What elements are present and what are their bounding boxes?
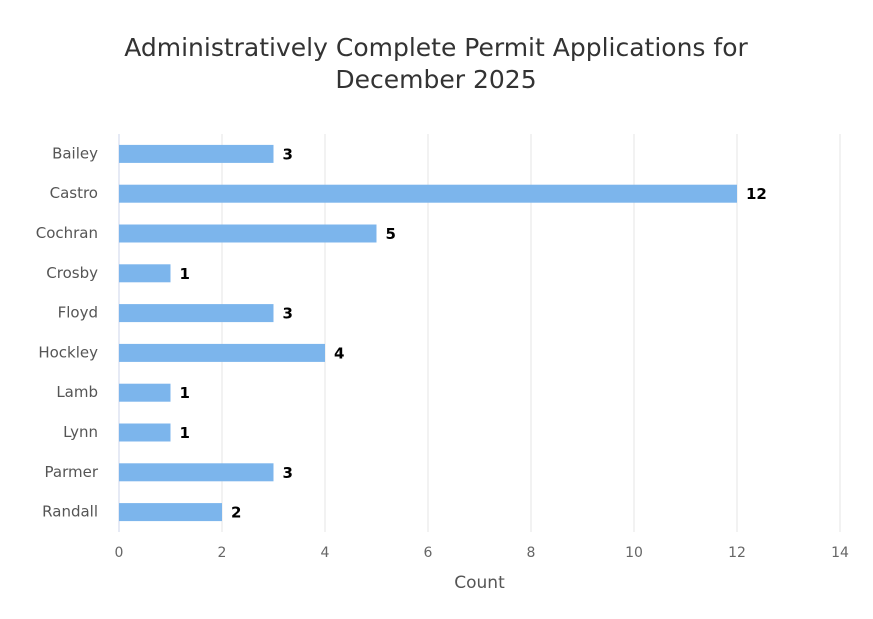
x-tick-label: 2 — [218, 545, 227, 561]
bar — [119, 423, 171, 442]
y-tick-label: Crosby — [46, 264, 98, 282]
x-tick-label: 4 — [321, 545, 330, 561]
data-label: 3 — [283, 305, 293, 323]
bar — [119, 264, 171, 283]
bar — [119, 144, 274, 163]
bar — [119, 304, 274, 323]
data-label: 4 — [334, 344, 344, 362]
data-label: 5 — [386, 225, 396, 243]
data-label: 1 — [180, 384, 190, 402]
data-label: 3 — [283, 145, 293, 163]
y-tick-label: Parmer — [45, 463, 99, 481]
bar — [119, 383, 171, 402]
y-tick-label: Floyd — [58, 304, 98, 322]
y-tick-label: Bailey — [52, 144, 98, 162]
chart-title: Administratively Complete Permit Applica… — [124, 33, 748, 94]
y-tick-label: Cochran — [36, 224, 98, 242]
bar — [119, 503, 222, 522]
y-tick-label: Randall — [42, 503, 98, 521]
x-tick-label: 10 — [625, 545, 643, 561]
y-tick-label: Castro — [50, 184, 98, 202]
y-tick-label: Lynn — [63, 423, 98, 441]
bar — [119, 224, 377, 243]
x-tick-label: 8 — [527, 545, 536, 561]
data-label: 3 — [283, 464, 293, 482]
x-tick-label: 6 — [424, 545, 433, 561]
y-tick-label: Lamb — [56, 383, 98, 401]
x-tick-label: 12 — [728, 545, 746, 561]
y-tick-label: Hockley — [38, 343, 98, 361]
x-tick-label: 0 — [115, 545, 124, 561]
data-label: 1 — [180, 424, 190, 442]
x-axis-title: Count — [454, 573, 505, 593]
data-label: 2 — [231, 504, 241, 522]
bar — [119, 343, 325, 362]
bar — [119, 463, 274, 482]
data-label: 12 — [746, 185, 767, 203]
x-tick-label: 14 — [831, 545, 849, 561]
bar — [119, 184, 737, 203]
data-label: 1 — [180, 265, 190, 283]
